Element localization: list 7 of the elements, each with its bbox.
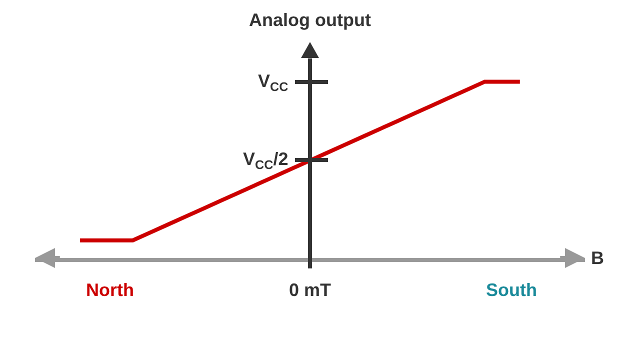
text: South xyxy=(486,280,537,300)
x-axis-title: B xyxy=(591,248,604,268)
text: North xyxy=(86,280,134,300)
annotation: V$_{CC}$/2 xyxy=(243,149,288,172)
y-axis-title: Analog output xyxy=(249,10,371,30)
annotation: V$_{CC}$ xyxy=(258,71,288,94)
text: 0 mT xyxy=(289,280,332,300)
